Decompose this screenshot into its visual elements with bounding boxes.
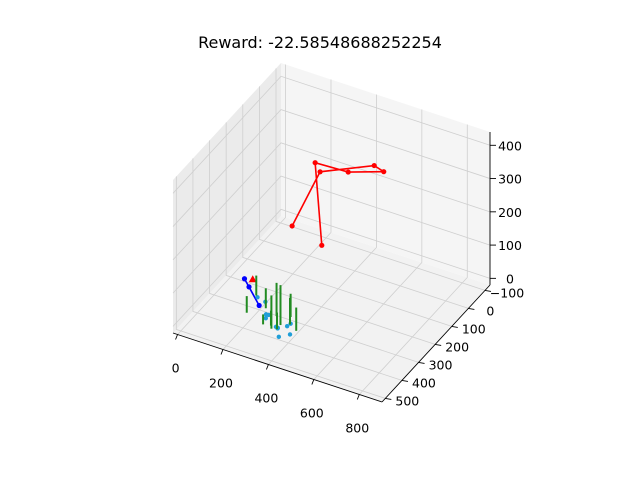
x-tick-label: 400: [254, 391, 278, 406]
y-tick-label: 100: [462, 321, 486, 336]
scatter-point: [266, 312, 271, 318]
x-tick-label: 800: [345, 421, 369, 436]
scatter-point: [263, 316, 269, 321]
grid-line-z: [172, 208, 491, 327]
tick-marks: 0200400600800−10001002003004005000100200…: [172, 138, 525, 435]
series-point: [317, 169, 323, 175]
x-tick: [356, 394, 360, 400]
series-point: [241, 276, 248, 282]
x-tick-label: 600: [300, 406, 324, 421]
grid-line-y: [275, 68, 486, 291]
series-point: [381, 169, 387, 175]
scatter-point: [284, 323, 290, 329]
scatter-point: [287, 332, 293, 337]
y-tick-label: −100: [490, 285, 524, 300]
grid-line-x: [313, 109, 423, 380]
back-pane: [281, 63, 490, 285]
grid-line-y: [175, 176, 386, 399]
scatter-point: [255, 295, 260, 300]
z-tick-label: 200: [498, 205, 522, 220]
floor-pane: [173, 216, 490, 402]
z-tick-label: 400: [498, 138, 522, 153]
y-tick-label: 500: [395, 393, 419, 408]
grid-line-x: [177, 64, 286, 335]
z-tick-label: 300: [498, 172, 522, 187]
y-tick-label: 200: [445, 339, 469, 354]
axis-panes: [173, 63, 490, 402]
series-point: [345, 169, 351, 175]
left-pane: [173, 63, 281, 333]
grid-line-z: [172, 175, 491, 294]
y-tick: [451, 325, 458, 328]
x-tick: [220, 349, 224, 355]
grid-line-y: [258, 86, 469, 309]
z-tick-label: 100: [498, 238, 522, 253]
x-tick: [265, 364, 269, 370]
grid-line-z: [172, 109, 491, 227]
y-tick: [435, 343, 442, 346]
x-tick-label: 0: [172, 361, 180, 376]
axis-lines: [172, 132, 491, 403]
grid-line-x: [222, 79, 332, 350]
y-tick: [468, 307, 475, 310]
scatter-point: [276, 334, 282, 340]
grid-line-y: [192, 158, 403, 381]
z-tick-label: 0: [506, 271, 514, 286]
chart-title: Reward: -22.58548688252254: [198, 33, 442, 52]
grid-line-y: [242, 104, 452, 327]
y-tick: [484, 289, 492, 292]
series-point: [289, 223, 295, 229]
grid-line-z: [172, 142, 491, 261]
series-point: [371, 162, 377, 169]
series-point: [256, 302, 262, 309]
y-tick-label: 0: [486, 303, 494, 318]
grid-line-y: [209, 140, 419, 363]
y-tick: [418, 361, 425, 364]
grid-line-y: [225, 122, 436, 345]
series-point: [312, 160, 318, 166]
y-tick-label: 400: [412, 375, 436, 390]
x-tick-label: 200: [209, 376, 233, 391]
y-tick: [401, 379, 409, 382]
grid-line-x: [268, 94, 377, 365]
x-tick: [311, 379, 315, 385]
y-tick: [385, 397, 392, 400]
x-axis-line: [172, 332, 383, 403]
y-axis-line: [381, 284, 491, 403]
triangle-marker: [248, 275, 257, 283]
grid-line-z: [172, 75, 491, 194]
series-point: [319, 242, 325, 248]
x-tick: [175, 334, 178, 340]
grid-lines: [172, 64, 491, 399]
y-tick-label: 300: [429, 357, 453, 372]
grid-line-x: [358, 124, 468, 395]
data-layer: [241, 160, 387, 340]
series-point: [246, 284, 252, 290]
